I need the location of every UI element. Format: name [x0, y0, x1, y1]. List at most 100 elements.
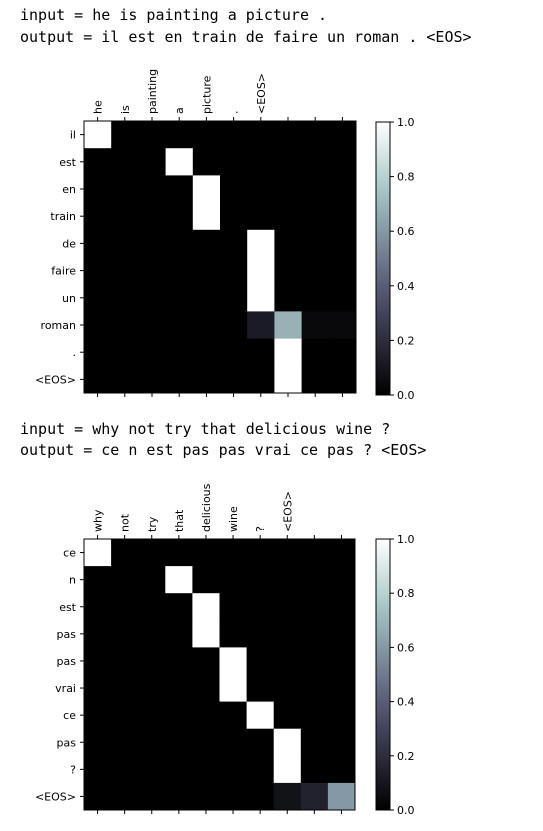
heatmap-cell: [220, 202, 248, 231]
heatmap-cell: [219, 728, 247, 757]
heatmap-cell: [84, 755, 112, 784]
heatmap-cell: [138, 202, 166, 231]
x-tick-label: delicious: [200, 483, 213, 532]
heatmap-cell: [165, 365, 194, 394]
heatmap-cell: [111, 229, 139, 258]
heatmap-cell: [219, 674, 247, 702]
heatmap-cell: [84, 121, 112, 149]
heatmap-cell: [301, 311, 330, 339]
heatmap-cell: [273, 782, 302, 811]
heatmap-cell: [273, 620, 302, 648]
y-tick-label: ce: [63, 547, 76, 560]
x-tick-label: that: [173, 509, 186, 532]
heatmap-cell: [192, 257, 221, 285]
heatmap-cell: [138, 229, 166, 258]
heatmap-cell: [219, 539, 247, 567]
heatmap-cell: [84, 728, 112, 757]
heatmap-cell: [165, 338, 194, 367]
heatmap-cell: [219, 782, 247, 811]
y-tick-label: un: [62, 292, 76, 305]
heatmap-cell: [328, 229, 357, 258]
heatmap-cell: [192, 755, 220, 784]
heatmap-cell: [84, 365, 112, 394]
heatmap-cell: [273, 674, 302, 702]
heatmap-cell: [111, 782, 139, 811]
heatmap-cell: [84, 175, 112, 203]
heatmap-cell: [220, 148, 248, 176]
heatmap-cell: [247, 257, 275, 285]
heatmap-cell: [247, 148, 275, 176]
heatmap-cell: [328, 148, 357, 176]
heatmap-cell: [111, 284, 139, 312]
heatmap-cell: [84, 229, 112, 258]
heatmap-cell: [192, 175, 221, 203]
output-sentence-2: output = ce n est pas pas vrai ce pas ? …: [20, 441, 427, 459]
heatmap-cell: [300, 755, 329, 784]
heatmap-cell: [247, 202, 275, 231]
heatmap-cell: [111, 175, 139, 203]
heatmap-cell: [138, 338, 166, 367]
heatmap-cell: [111, 647, 139, 675]
heatmap-cell: [273, 728, 302, 757]
x-tick-label: .: [228, 111, 241, 115]
heatmap-cell: [192, 539, 220, 567]
heatmap-cell: [220, 257, 248, 285]
heatmap-cell: [274, 338, 302, 367]
heatmap-cell: [301, 338, 330, 367]
heatmap-cell: [274, 365, 302, 394]
heatmap-cell: [247, 311, 275, 339]
heatmap-cell: [328, 175, 357, 203]
x-tick-label: he: [92, 100, 105, 114]
heatmap-cell: [138, 365, 166, 394]
heatmap-cell: [273, 539, 302, 567]
heatmap-cell: [274, 148, 302, 176]
heatmap-cell: [219, 620, 247, 648]
heatmap-cell: [192, 311, 221, 339]
heatmap-cell: [328, 202, 357, 231]
heatmap-cell: [327, 674, 356, 702]
heatmap-cell: [274, 257, 302, 285]
heatmap-cell: [138, 121, 166, 149]
heatmap-cell: [84, 257, 112, 285]
heatmap-cell: [111, 202, 139, 231]
heatmap-cell: [138, 566, 166, 594]
colorbar-tick-label: 0.0: [397, 389, 415, 402]
colorbar: [375, 538, 391, 811]
heatmap-cell: [220, 284, 248, 312]
heatmap-cell: [328, 338, 357, 367]
heatmap-cell: [327, 539, 356, 567]
output-sentence-1: output = il est en train de faire un rom…: [20, 28, 472, 46]
heatmap-cell: [111, 338, 139, 367]
heatmap-cell: [247, 284, 275, 312]
heatmap-cell: [247, 365, 275, 394]
y-tick-label: est: [59, 156, 76, 169]
heatmap-cell: [327, 782, 356, 811]
heatmap-cell: [111, 728, 139, 757]
colorbar: [375, 121, 391, 396]
heatmap-cell: [247, 175, 275, 203]
heatmap-cell: [84, 782, 112, 811]
heatmap-cell: [192, 593, 220, 621]
y-tick-label: roman: [41, 319, 76, 332]
heatmap-cell: [138, 539, 166, 567]
heatmap-cell: [138, 701, 166, 730]
heatmap-cell: [274, 175, 302, 203]
heatmap-cell: [274, 121, 302, 149]
heatmap-cell: [84, 701, 112, 730]
heatmap-cell: [165, 311, 194, 339]
heatmap-cell: [111, 674, 139, 702]
colorbar-tick-label: 0.6: [397, 641, 415, 654]
heatmap-cell: [247, 338, 275, 367]
heatmap-cell: [274, 311, 302, 339]
x-tick-label: <EOS>: [255, 73, 268, 114]
heatmap-cell: [327, 647, 356, 675]
heatmap-cell: [328, 257, 357, 285]
heatmap-cell: [165, 647, 193, 675]
heatmap-cell: [111, 566, 139, 594]
x-tick-label: painting: [146, 69, 159, 114]
heatmap-cell: [327, 701, 356, 730]
heatmap-cell: [84, 311, 112, 339]
heatmap-cell: [84, 593, 112, 621]
heatmap-cell: [84, 620, 112, 648]
heatmap-cell: [138, 284, 166, 312]
